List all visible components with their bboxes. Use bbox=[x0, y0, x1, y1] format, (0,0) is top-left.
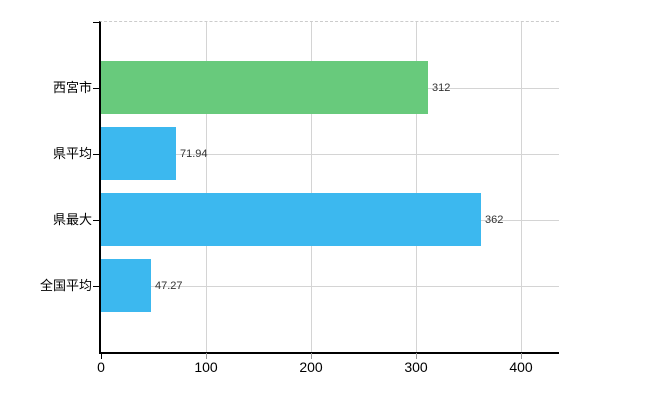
x-axis-tick bbox=[101, 353, 102, 359]
x-tick-label: 400 bbox=[509, 359, 533, 375]
x-tick-label: 0 bbox=[97, 359, 105, 375]
horizontal-gridline bbox=[101, 154, 559, 155]
bar-1 bbox=[101, 61, 428, 114]
category-label: 県平均 bbox=[52, 146, 92, 161]
category-label: 全国平均 bbox=[39, 278, 92, 293]
x-tick-label: 200 bbox=[299, 359, 323, 375]
plot-area: 312 71.94 362 47.27 bbox=[99, 21, 559, 354]
y-axis-tick bbox=[93, 88, 101, 89]
bar-2 bbox=[101, 127, 176, 180]
bar-4 bbox=[101, 259, 151, 312]
horizontal-gridline bbox=[101, 286, 559, 287]
vertical-gridline bbox=[310, 22, 312, 352]
category-label: 県最大 bbox=[52, 212, 92, 227]
vertical-gridline bbox=[415, 22, 417, 352]
bar-value-label: 312 bbox=[432, 82, 451, 94]
bar-value-label: 362 bbox=[485, 214, 504, 226]
x-tick-label: 100 bbox=[194, 359, 218, 375]
x-axis-tick bbox=[521, 353, 522, 359]
vertical-gridline bbox=[205, 22, 207, 352]
x-axis-tick bbox=[311, 353, 312, 359]
y-axis-tick bbox=[93, 154, 101, 155]
bar-3 bbox=[101, 193, 481, 246]
y-axis-top-tick bbox=[93, 22, 101, 23]
bar-value-label: 47.27 bbox=[155, 280, 183, 292]
vertical-gridline bbox=[520, 22, 522, 352]
bar-value-label: 71.94 bbox=[180, 148, 208, 160]
x-axis-tick bbox=[416, 353, 417, 359]
x-tick-label: 300 bbox=[404, 359, 428, 375]
x-axis-tick bbox=[206, 353, 207, 359]
y-axis-tick bbox=[93, 286, 101, 287]
y-axis-tick bbox=[93, 220, 101, 221]
category-label: 西宮市 bbox=[52, 80, 92, 95]
